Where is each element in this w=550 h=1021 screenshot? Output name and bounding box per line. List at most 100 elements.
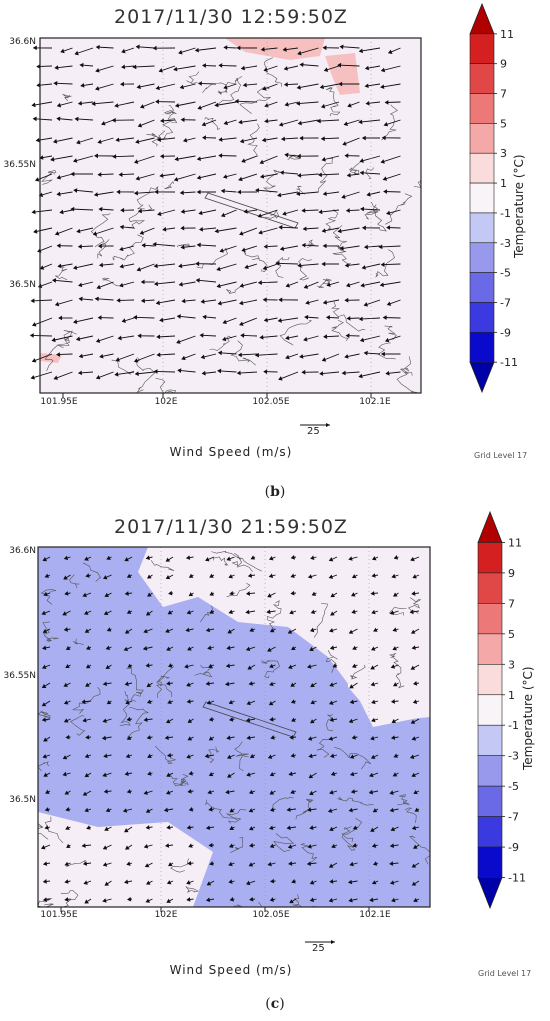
wind-arrowhead [372,556,377,561]
colorbar-label: -7 [508,811,519,824]
wind-arrowhead [31,102,36,108]
colorbar-label: -11 [500,356,518,369]
wind-arrowhead [167,752,172,758]
wind-arrowhead [77,100,82,106]
wind-arrowhead [168,590,173,596]
wind-arrowhead [322,191,327,197]
wind-arrowhead [361,135,366,141]
colorbar-segment [469,93,495,124]
contour-line [375,249,395,278]
wind-arrowhead [392,772,398,777]
wind-arrowhead [299,354,304,359]
contour-line [213,556,229,567]
wind-arrowhead [344,153,349,159]
wind-arrowhead [84,772,90,778]
wind-arrowhead [386,210,391,216]
colorbar-label: -3 [500,237,511,250]
wind-arrowhead [361,265,366,270]
wind-vector [94,191,114,196]
wind-arrowhead [198,226,204,232]
wind-arrowhead [84,899,89,904]
contour-line [385,193,413,225]
y-tick-label: 36.6N [9,546,36,556]
wind-arrowhead [370,735,375,741]
wind-arrowhead [106,700,112,705]
wind-arrowhead [81,843,86,848]
wind-arrowhead [227,773,232,778]
wind-arrowhead [56,102,62,108]
wind-arrowhead [84,610,89,615]
colorbar-label: 1 [508,689,515,702]
warm-patch [325,53,360,95]
wind-arrowhead [143,790,148,795]
contour-line [263,57,282,87]
wind-arrowhead [411,825,417,831]
wind-arrowhead [259,334,264,340]
wind-arrowhead [307,574,313,579]
wind-arrowhead [132,64,137,70]
wind-arrowhead [245,609,250,615]
wind-arrowhead [31,322,37,327]
wind-arrowhead [389,843,395,849]
wind-arrowhead [240,65,245,71]
wind-arrowhead [309,897,315,903]
colorbar-label: -7 [500,296,511,309]
wind-arrowhead [166,719,171,724]
contour-line [69,574,80,589]
wind-arrowhead [217,368,222,374]
wind-arrowhead [116,189,121,195]
wind-arrowhead [54,65,59,70]
contour-line [261,660,280,679]
wind-arrowhead [126,735,132,740]
wind-arrowhead [63,555,69,561]
wind-arrowhead [186,699,191,704]
wind-arrowhead [259,159,264,165]
wind-arrowhead [306,807,312,813]
wind-arrowhead [77,244,82,249]
wind-vector [116,137,135,141]
wind-arrowhead [349,754,355,759]
wind-vector [92,101,114,105]
wind-vector [31,299,53,302]
wind-arrowhead [103,610,109,616]
wind-arrowhead [126,609,132,614]
wind-vector [338,227,360,232]
wind-arrowhead [267,647,272,652]
wind-arrowhead [197,105,202,110]
wind-vector [113,155,135,158]
wind-arrowhead [97,172,102,177]
wind-arrowhead [208,771,214,777]
wind-arrowhead [348,629,354,634]
wind-vector [197,155,217,160]
wind-arrowhead [389,610,395,615]
wind-arrowhead [53,81,58,86]
wind-arrowhead [185,627,190,633]
wind-arrowhead [352,645,357,650]
wind-arrowhead [65,734,70,740]
wind-arrowhead [186,880,191,885]
wind-arrowhead [42,645,47,651]
wind-arrowhead [310,609,316,615]
wind-temperature-map [29,37,422,427]
wind-arrowhead [268,573,274,579]
wind-arrowhead [178,281,183,287]
wind-arrowhead [105,664,111,670]
wind-arrowhead [209,591,214,596]
wind-arrowhead [78,353,83,359]
wind-arrowhead [143,628,148,634]
wind-arrowhead [143,844,149,849]
wind-vector [93,227,114,235]
contour-line [331,319,349,342]
wind-arrowhead [371,573,376,578]
wind-arrowhead [329,790,334,795]
wind-arrowhead [166,825,171,830]
wind-arrowhead [226,735,231,741]
wind-arrowhead [164,735,169,741]
wind-arrowhead [145,825,150,830]
wind-vector [95,65,114,72]
wind-arrowhead [283,66,288,71]
wind-arrowhead [393,682,398,687]
wind-arrowhead [349,771,355,777]
wind-arrowhead [187,860,192,866]
wind-arrowhead [289,609,294,615]
